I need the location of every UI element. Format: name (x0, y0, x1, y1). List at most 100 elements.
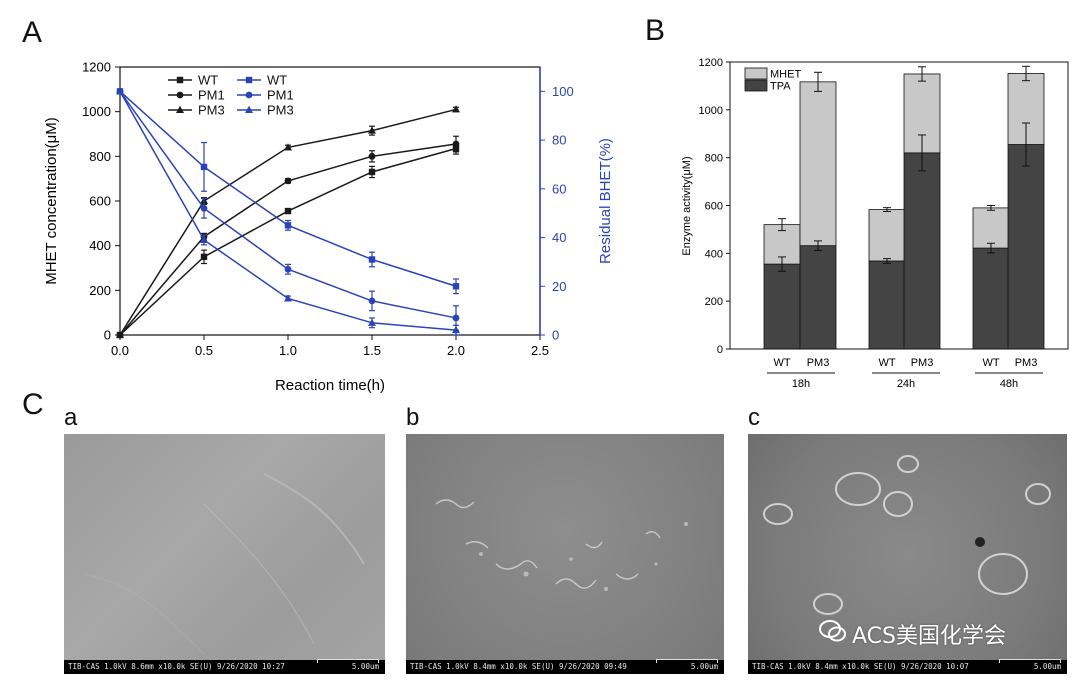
category-label: PM3 (911, 357, 934, 369)
y2-tick-label: 60 (552, 181, 566, 196)
chart-a-y2-axis-label: Residual BHET(%) (597, 138, 614, 264)
data-point (284, 294, 292, 302)
y-tick-label: 400 (89, 238, 111, 253)
sem-scale-c: 5.00um (1033, 662, 1061, 671)
legend-marker (176, 105, 184, 113)
wechat-icon (819, 620, 846, 642)
data-point (368, 256, 376, 263)
bar-mhet (799, 81, 837, 247)
data-point (116, 87, 124, 95)
legend-marker (176, 91, 184, 99)
x-tick-label: 1.0 (279, 343, 297, 358)
legend-label: PM3 (198, 103, 225, 118)
series-line (119, 143, 457, 336)
y-tick-label: 1000 (699, 105, 723, 117)
sem-image-b: TIB-CAS 1.0kV 8.4mm x10.0k SE(U) 9/26/20… (406, 434, 724, 674)
data-point (284, 207, 292, 215)
y2-tick-label: 100 (552, 84, 574, 99)
legend-marker (245, 91, 253, 99)
legend-label: WT (198, 73, 218, 88)
y-tick-label: 200 (89, 283, 111, 298)
category-label: WT (773, 357, 790, 369)
legend-marker (176, 76, 184, 84)
chart-a-line-plot: 0.0 0.5 1.0 1.5 2.0 2.50200400600800100012000… (43, 60, 614, 395)
data-point (452, 283, 460, 290)
series-pm3-right (116, 87, 460, 336)
sem-caption-a: TIB-CAS 1.0kV 8.6mm x10.0k SE(U) 9/26/20… (64, 660, 385, 674)
bar-tpa (972, 247, 1010, 350)
y-tick-label: 1000 (82, 104, 111, 119)
sem-scale-b: 5.00um (690, 662, 718, 671)
bar-tpa (868, 260, 906, 350)
legend-label: PM1 (267, 88, 294, 103)
group-label: 18h (792, 378, 810, 390)
data-point (452, 105, 460, 113)
y-tick-label: 800 (705, 153, 723, 165)
y2-tick-label: 0 (552, 328, 559, 343)
data-point (452, 140, 460, 148)
bar-tpa (903, 152, 941, 350)
y-tick-label: 400 (705, 248, 723, 260)
legend-label: WT (267, 73, 287, 88)
y2-tick-label: 20 (552, 279, 566, 294)
data-point (200, 235, 208, 243)
x-tick-label: 1.5 (363, 343, 381, 358)
data-point (200, 204, 208, 212)
x-tick-label: 2.5 (531, 343, 549, 358)
sem-letter-a: a (64, 404, 78, 431)
legend-marker (245, 76, 253, 84)
group-label: 24h (897, 378, 915, 390)
legend-label: TPA (770, 81, 791, 93)
data-point (116, 330, 124, 338)
y-tick-label: 200 (705, 296, 723, 308)
x-tick-label: 0.5 (195, 343, 213, 358)
sem-image-a: TIB-CAS 1.0kV 8.6mm x10.0k SE(U) 9/26/20… (64, 434, 385, 674)
chart-b-y-axis-label: Enzyme activity(μM) (681, 156, 693, 255)
watermark-text: ACS美国化学会 (852, 624, 1006, 649)
bar-stack (799, 71, 837, 350)
data-point (368, 126, 376, 134)
bar-tpa (763, 263, 801, 350)
data-point (368, 318, 376, 326)
data-point (284, 265, 292, 273)
data-point (368, 297, 376, 305)
bar-tpa (1007, 144, 1045, 350)
y-tick-label: 600 (89, 194, 111, 209)
bar-stack (763, 218, 801, 350)
scale-bar-c (999, 659, 1061, 663)
category-label: PM3 (1015, 357, 1038, 369)
sem-image-c: TIB-CAS 1.0kV 8.4mm x10.0k SE(U) 9/26/20… (748, 434, 1067, 674)
data-point (452, 314, 460, 322)
panel-letter-c: C (22, 388, 44, 421)
y2-tick-label: 80 (552, 133, 566, 148)
sem-caption-c: TIB-CAS 1.0kV 8.4mm x10.0k SE(U) 9/26/20… (748, 660, 1067, 674)
y-tick-label: 600 (705, 201, 723, 213)
category-label: PM3 (807, 357, 830, 369)
data-point (284, 222, 292, 229)
data-point (200, 163, 208, 171)
y-tick-label: 0 (717, 344, 723, 356)
chart-a-frame (119, 66, 541, 336)
bar-stack (903, 66, 941, 350)
bar-stack (1007, 65, 1045, 350)
sem-scale-a: 5.00um (351, 662, 379, 671)
legend-marker (245, 105, 253, 113)
series-line (119, 90, 457, 287)
y2-tick-label: 40 (552, 230, 566, 245)
y-tick-label: 0 (104, 328, 111, 343)
bar-mhet (868, 209, 906, 262)
legend-label: PM3 (267, 103, 294, 118)
x-tick-label: 2.0 (447, 343, 465, 358)
category-label: WT (982, 357, 999, 369)
y-tick-label: 1200 (699, 57, 723, 69)
data-point (452, 325, 460, 334)
legend-swatch (744, 79, 768, 92)
bar-stack (972, 205, 1010, 350)
sem-letter-c: c (748, 404, 760, 431)
chart-a-x-axis-label: Reaction time(h) (275, 377, 385, 394)
y-tick-label: 1200 (82, 60, 111, 75)
data-point (284, 177, 292, 185)
x-tick-label: 0.0 (111, 343, 129, 358)
series-line (119, 90, 457, 319)
bar-tpa (799, 245, 837, 350)
